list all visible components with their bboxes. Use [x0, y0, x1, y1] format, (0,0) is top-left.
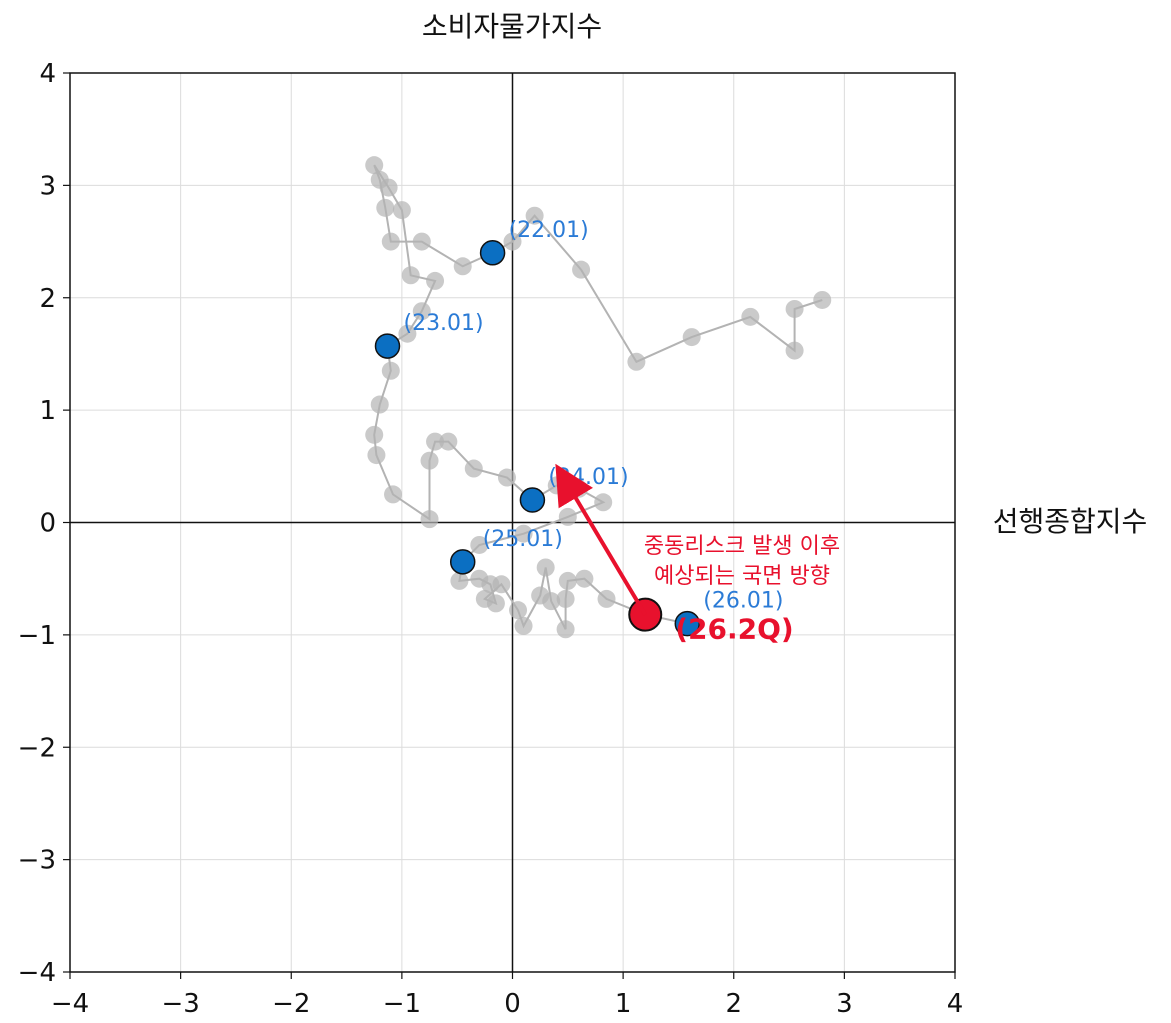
trail-point: [365, 425, 384, 444]
x-tick-label: 4: [947, 989, 964, 1019]
trail-point: [785, 341, 804, 360]
trail-point: [398, 324, 417, 343]
trail-point: [627, 352, 646, 371]
trail-point: [536, 558, 555, 577]
trail-line: [373, 164, 823, 630]
trail-point: [492, 575, 511, 594]
trail-point: [381, 232, 400, 251]
trail-point: [401, 266, 420, 285]
highlight-point-label: (25.01): [483, 527, 563, 552]
trail-point: [412, 302, 431, 321]
highlight-point-label: (24.01): [548, 465, 628, 490]
highlight-point: [449, 549, 476, 575]
trail-point: [682, 328, 701, 347]
y-axis-title: 소비자물가지수: [422, 10, 602, 43]
y-tick-label: 2: [39, 284, 56, 314]
axes: [69, 72, 956, 973]
trail-point: [376, 198, 395, 217]
trail-point: [420, 451, 439, 470]
y-tick-label: −3: [18, 846, 56, 876]
trail-point: [426, 271, 445, 290]
trail-point: [453, 257, 472, 276]
trail-point: [381, 361, 400, 380]
x-tick-label: 2: [725, 989, 742, 1019]
trail-point: [558, 507, 577, 526]
y-tick-label: 0: [39, 509, 56, 539]
trail-point: [785, 299, 804, 318]
highlight-point-label: (22.01): [509, 218, 589, 243]
trail-point: [379, 178, 398, 197]
trail-point: [475, 589, 494, 608]
direction-arrow: [555, 463, 647, 616]
trail-point: [464, 459, 483, 478]
trail-point: [365, 156, 384, 175]
trail-point: [741, 307, 760, 326]
y-tick-label: 4: [39, 59, 56, 89]
annotation-line: 예상되는 국면 방향: [654, 564, 830, 589]
tick-labels: −4 −3 −2 −1 0 1 2 3 4 −4 −3 −2 −1 0 1 2 3 4: [18, 59, 964, 1019]
x-tick-label: −1: [383, 989, 421, 1019]
trail-point: [470, 535, 489, 554]
x-tick-label: 1: [615, 989, 632, 1019]
x-tick-label: −2: [272, 989, 310, 1019]
highlight-point: [674, 610, 701, 637]
current-point-label: (26.2Q): [675, 613, 793, 646]
trail-point: [572, 260, 591, 279]
y-tick-label: 1: [39, 396, 56, 426]
trail-point: [392, 201, 411, 220]
highlight-point: [374, 333, 401, 359]
x-tick-label: −4: [51, 989, 89, 1019]
trail-point: [367, 446, 386, 465]
trail-point: [594, 493, 613, 512]
trail-point: [384, 485, 403, 504]
highlight-point: [519, 487, 546, 513]
trail-point: [426, 432, 445, 451]
x-tick-label: 0: [504, 989, 521, 1019]
trail-point: [509, 601, 528, 620]
trail-point: [514, 524, 533, 543]
trail-point: [597, 589, 616, 608]
highlight-point-label: (23.01): [403, 311, 483, 336]
x-tick-label: −3: [161, 989, 199, 1019]
y-tick-label: −1: [18, 621, 56, 651]
highlight-point-label: (26.01): [703, 589, 783, 614]
trail-point: [525, 206, 544, 225]
trail-point: [450, 571, 469, 590]
trail-point: [497, 468, 516, 487]
x-axis-title: 선행종합지수: [993, 505, 1148, 538]
trail-point: [542, 592, 561, 611]
trail-point: [813, 290, 832, 309]
trail-point: [514, 616, 533, 635]
trail-point: [412, 232, 431, 251]
y-tick-label: −2: [18, 733, 56, 763]
x-tick-label: 3: [836, 989, 853, 1019]
trail-point: [439, 432, 458, 451]
trail-point: [420, 510, 439, 529]
trail-point: [370, 395, 389, 414]
trail-point: [556, 589, 575, 608]
trail-point: [558, 571, 577, 590]
trail-point: [556, 620, 575, 639]
annotation-line: 중동리스크 발생 이후: [644, 534, 840, 559]
trail-point: [503, 232, 522, 251]
y-tick-label: 3: [39, 171, 56, 201]
highlight-point: [479, 240, 506, 266]
y-tick-label: −4: [18, 958, 56, 988]
trail-point: [575, 569, 594, 588]
